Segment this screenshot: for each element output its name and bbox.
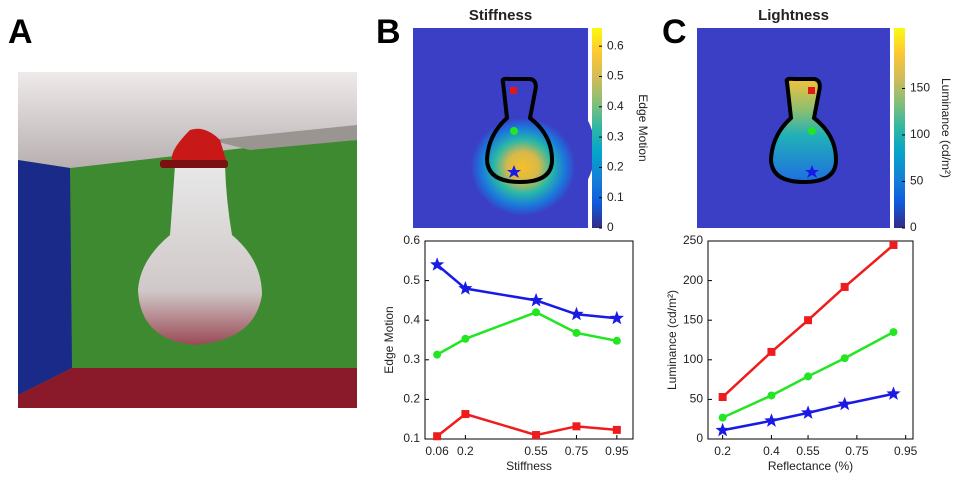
colorbar-tick-label: 0.2 (607, 160, 624, 174)
x-tick-label: 0.55 (524, 444, 548, 458)
colorbar-tick-label: 100 (910, 127, 930, 141)
x-tick-label: 0.75 (565, 444, 589, 458)
x-tick-label: 0.95 (605, 444, 629, 458)
marker (889, 241, 897, 249)
marker (764, 413, 778, 427)
marker (569, 307, 583, 321)
marker (767, 348, 775, 356)
colorbar-tick-label: 0 (607, 220, 614, 234)
y-tick-label: 50 (690, 392, 704, 406)
marker (532, 431, 540, 439)
marker (841, 283, 849, 291)
marker (889, 328, 897, 336)
marker (719, 393, 727, 401)
colorbar-tick-label: 0 (910, 220, 917, 234)
y-tick-label: 0 (696, 431, 703, 445)
y-tick-label: 100 (683, 352, 703, 366)
marker (767, 391, 775, 399)
marker (532, 308, 540, 316)
marker (461, 335, 469, 343)
y-tick-label: 0.1 (403, 431, 420, 445)
marker (719, 414, 727, 422)
x-axis-label: Stiffness (506, 459, 552, 473)
marker (613, 426, 621, 434)
x-axis-label: Reflectance (%) (768, 459, 853, 473)
y-tick-label: 150 (683, 312, 703, 326)
colorbar (894, 28, 905, 228)
x-tick-label: 0.75 (845, 444, 869, 458)
panel-label: A (8, 13, 33, 51)
chart-title: Stiffness (469, 7, 532, 24)
y-axis-label: Luminance (cd/m²) (665, 290, 679, 390)
panel-label: B (376, 13, 401, 51)
marker (572, 422, 580, 430)
series-line (437, 312, 617, 354)
heatmap-image (413, 28, 595, 228)
x-tick-label: 0.2 (714, 444, 731, 458)
scene-image (18, 72, 357, 408)
y-tick-label: 0.3 (403, 352, 420, 366)
y-tick-label: 0.4 (403, 312, 420, 326)
plot-frame (425, 241, 633, 439)
marker (613, 337, 621, 345)
marker (433, 432, 441, 440)
colorbar-tick-label: 0.1 (607, 190, 624, 204)
colorbar-tick-label: 0.4 (607, 99, 624, 113)
y-tick-label: 0.5 (403, 273, 420, 287)
y-tick-label: 0.6 (403, 233, 420, 247)
marker (804, 316, 812, 324)
panel-label: C (662, 13, 687, 51)
marker (461, 410, 469, 418)
colorbar-label: Luminance (cd/m²) (939, 78, 953, 178)
x-tick-label: 0.06 (425, 444, 449, 458)
marker (801, 405, 815, 419)
marker (838, 397, 852, 411)
colorbar-tick-label: 50 (910, 174, 924, 188)
marker (610, 311, 624, 325)
marker (572, 329, 580, 337)
heatmap-image (697, 28, 890, 228)
colorbar-tick-label: 0.6 (607, 38, 624, 52)
x-tick-label: 0.2 (457, 444, 474, 458)
x-tick-label: 0.55 (796, 444, 820, 458)
figure: A B C Stiffness 0 0.1 0.2 0.3 0.4 0.5 0.6 Edge Moti… (0, 0, 954, 477)
marker (716, 423, 730, 437)
y-tick-label: 250 (683, 233, 703, 247)
x-tick-label: 0.4 (763, 444, 780, 458)
marker (804, 372, 812, 380)
y-axis-label: Edge Motion (382, 306, 396, 373)
marker (886, 386, 900, 400)
x-tick-label: 0.95 (894, 444, 918, 458)
marker (841, 354, 849, 362)
y-tick-label: 200 (683, 273, 703, 287)
chart-title: Lightness (758, 7, 829, 24)
colorbar-tick-label: 0.5 (607, 69, 624, 83)
page: A B C Stiffness 0 0.1 0.2 0.3 0.4 0.5 0.6 Edge Moti… (0, 0, 954, 477)
y-tick-label: 0.2 (403, 392, 420, 406)
marker (433, 351, 441, 359)
marker (529, 293, 543, 307)
colorbar-tick-label: 0.3 (607, 129, 624, 143)
colorbar-label: Edge Motion (636, 94, 650, 161)
colorbar-tick-label: 150 (910, 81, 930, 95)
